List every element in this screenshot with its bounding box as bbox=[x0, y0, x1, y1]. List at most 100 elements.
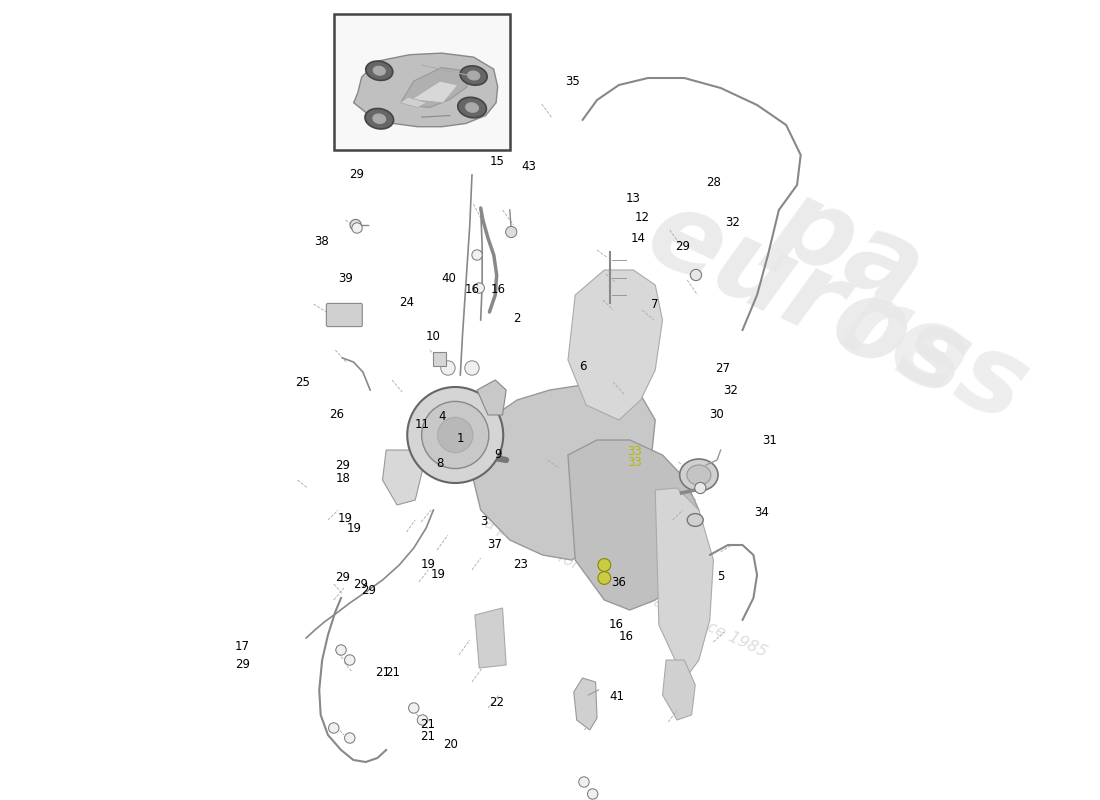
Text: 8: 8 bbox=[437, 458, 443, 470]
Circle shape bbox=[598, 571, 611, 584]
Text: 2: 2 bbox=[513, 312, 520, 325]
Text: 29: 29 bbox=[362, 584, 376, 597]
Text: 13: 13 bbox=[626, 192, 640, 205]
Text: 35: 35 bbox=[565, 75, 580, 88]
Circle shape bbox=[441, 362, 454, 374]
Text: 31: 31 bbox=[761, 434, 777, 446]
Polygon shape bbox=[574, 678, 597, 730]
Text: a passion for Porsche parts since 1985: a passion for Porsche parts since 1985 bbox=[482, 516, 769, 660]
Text: 4: 4 bbox=[439, 410, 447, 422]
Text: 15: 15 bbox=[490, 155, 505, 168]
Text: 29: 29 bbox=[235, 658, 250, 670]
Text: euros: euros bbox=[630, 179, 986, 421]
Circle shape bbox=[417, 715, 428, 725]
Text: 33: 33 bbox=[627, 456, 642, 469]
Text: 19: 19 bbox=[431, 568, 447, 581]
Text: 12: 12 bbox=[635, 211, 650, 224]
Text: 28: 28 bbox=[706, 176, 721, 189]
Ellipse shape bbox=[468, 71, 480, 80]
Text: 26: 26 bbox=[330, 408, 344, 421]
Text: 21: 21 bbox=[385, 666, 400, 678]
Circle shape bbox=[695, 482, 706, 494]
Polygon shape bbox=[662, 660, 695, 720]
FancyBboxPatch shape bbox=[327, 303, 362, 326]
Ellipse shape bbox=[366, 61, 393, 80]
Polygon shape bbox=[475, 608, 506, 668]
Text: 19: 19 bbox=[348, 522, 362, 534]
Text: pa: pa bbox=[758, 168, 939, 328]
Text: 19: 19 bbox=[420, 558, 436, 570]
Text: res: res bbox=[826, 267, 1045, 445]
Text: 37: 37 bbox=[487, 538, 502, 550]
Circle shape bbox=[336, 645, 346, 655]
Polygon shape bbox=[354, 53, 497, 126]
Polygon shape bbox=[466, 385, 656, 560]
Polygon shape bbox=[568, 440, 698, 610]
Polygon shape bbox=[568, 270, 662, 420]
Circle shape bbox=[579, 777, 590, 787]
Text: 20: 20 bbox=[442, 738, 458, 750]
Ellipse shape bbox=[458, 98, 486, 118]
Text: 5: 5 bbox=[717, 570, 724, 582]
Circle shape bbox=[438, 418, 473, 453]
Text: 23: 23 bbox=[513, 558, 528, 570]
Text: 39: 39 bbox=[338, 272, 352, 285]
Text: 25: 25 bbox=[295, 376, 310, 389]
Ellipse shape bbox=[680, 459, 718, 491]
Text: 16: 16 bbox=[609, 618, 624, 630]
Text: 21: 21 bbox=[420, 730, 436, 742]
Text: 29: 29 bbox=[349, 168, 364, 181]
Text: 40: 40 bbox=[442, 272, 456, 285]
Text: 7: 7 bbox=[650, 298, 658, 310]
Text: 11: 11 bbox=[415, 418, 430, 430]
Text: 10: 10 bbox=[426, 330, 440, 342]
Circle shape bbox=[407, 387, 503, 483]
Ellipse shape bbox=[686, 465, 711, 485]
Text: 17: 17 bbox=[235, 640, 250, 653]
Text: 14: 14 bbox=[631, 232, 646, 245]
Text: 1: 1 bbox=[456, 432, 464, 445]
Text: 32: 32 bbox=[724, 384, 738, 397]
Ellipse shape bbox=[460, 66, 487, 85]
Polygon shape bbox=[383, 450, 422, 505]
Circle shape bbox=[352, 222, 362, 234]
Text: 19: 19 bbox=[338, 512, 352, 525]
Text: 38: 38 bbox=[314, 235, 329, 248]
Text: 29: 29 bbox=[353, 578, 369, 590]
Text: 27: 27 bbox=[715, 362, 730, 374]
Circle shape bbox=[421, 402, 488, 469]
Polygon shape bbox=[656, 488, 714, 680]
Text: 36: 36 bbox=[612, 576, 626, 589]
Text: 18: 18 bbox=[336, 472, 350, 485]
Text: 29: 29 bbox=[336, 571, 350, 584]
Circle shape bbox=[587, 789, 598, 799]
Bar bbox=[433, 352, 447, 366]
Ellipse shape bbox=[465, 102, 478, 112]
Ellipse shape bbox=[365, 109, 394, 129]
Polygon shape bbox=[477, 380, 506, 415]
Circle shape bbox=[344, 733, 355, 743]
Text: 9: 9 bbox=[495, 448, 502, 461]
Ellipse shape bbox=[373, 114, 386, 123]
Text: 16: 16 bbox=[465, 283, 480, 296]
Polygon shape bbox=[402, 67, 468, 107]
Text: 29: 29 bbox=[675, 240, 690, 253]
Circle shape bbox=[465, 362, 478, 374]
Text: 34: 34 bbox=[754, 506, 769, 518]
Circle shape bbox=[441, 361, 455, 375]
Ellipse shape bbox=[373, 66, 385, 75]
Circle shape bbox=[408, 702, 419, 714]
Circle shape bbox=[598, 558, 611, 571]
Circle shape bbox=[329, 723, 339, 733]
Ellipse shape bbox=[688, 514, 703, 526]
Text: 32: 32 bbox=[725, 216, 739, 229]
Circle shape bbox=[691, 270, 702, 281]
Polygon shape bbox=[411, 81, 458, 102]
Text: 29: 29 bbox=[336, 459, 350, 472]
Circle shape bbox=[506, 226, 517, 238]
Text: 30: 30 bbox=[710, 408, 724, 421]
Text: 21: 21 bbox=[420, 718, 436, 730]
Polygon shape bbox=[400, 97, 427, 107]
Text: 22: 22 bbox=[490, 696, 504, 709]
Text: 16: 16 bbox=[491, 283, 506, 296]
